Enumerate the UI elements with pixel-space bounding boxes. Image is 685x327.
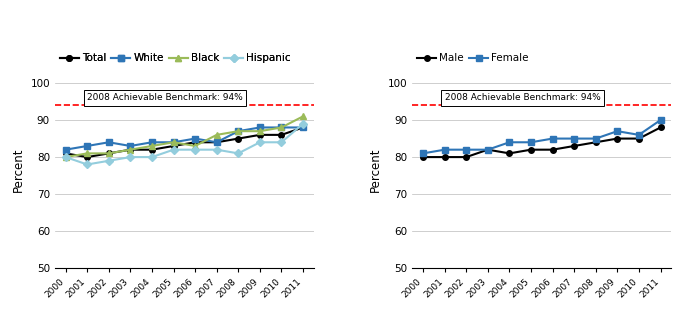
Line: White: White xyxy=(63,125,306,152)
Y-axis label: Percent: Percent xyxy=(12,148,25,192)
White xyxy=(148,140,156,144)
Black xyxy=(126,148,134,152)
Total xyxy=(62,151,70,155)
Line: Female: Female xyxy=(421,117,663,156)
Black xyxy=(212,133,221,137)
Black xyxy=(169,140,177,144)
Male xyxy=(527,148,535,152)
Total xyxy=(256,133,264,137)
White xyxy=(277,126,286,129)
Black xyxy=(62,155,70,159)
Y-axis label: Percent: Percent xyxy=(369,148,382,192)
Male xyxy=(613,137,621,141)
Black xyxy=(234,129,242,133)
Total xyxy=(148,148,156,152)
White xyxy=(83,144,91,148)
Line: Hispanic: Hispanic xyxy=(63,121,306,167)
Black xyxy=(105,151,113,155)
Total xyxy=(234,137,242,141)
Male xyxy=(440,155,449,159)
Black xyxy=(277,126,286,129)
Line: Black: Black xyxy=(63,113,306,160)
Text: 2008 Achievable Benchmark: 94%: 2008 Achievable Benchmark: 94% xyxy=(445,93,600,102)
Female xyxy=(484,148,492,152)
Hispanic xyxy=(234,151,242,155)
White xyxy=(234,129,242,133)
Male xyxy=(484,148,492,152)
Female xyxy=(440,148,449,152)
Total xyxy=(191,140,199,144)
Black xyxy=(148,144,156,148)
Line: Total: Total xyxy=(63,125,306,160)
Hispanic xyxy=(212,148,221,152)
Legend: Total, White, Black, Hispanic: Total, White, Black, Hispanic xyxy=(60,53,291,63)
Female xyxy=(656,118,664,122)
Female xyxy=(613,129,621,133)
White xyxy=(62,148,70,152)
Total xyxy=(277,133,286,137)
Legend: Male, Female: Male, Female xyxy=(417,53,529,63)
Total xyxy=(126,148,134,152)
White xyxy=(191,137,199,141)
White xyxy=(169,140,177,144)
Male xyxy=(549,148,557,152)
Female xyxy=(527,140,535,144)
White xyxy=(105,140,113,144)
Total xyxy=(83,155,91,159)
Female xyxy=(549,137,557,141)
Male xyxy=(656,126,664,129)
White xyxy=(126,144,134,148)
Hispanic xyxy=(148,155,156,159)
Black xyxy=(256,129,264,133)
Female xyxy=(592,137,600,141)
Line: Male: Male xyxy=(421,125,663,160)
Female xyxy=(570,137,578,141)
Female xyxy=(419,151,427,155)
Male xyxy=(592,140,600,144)
White xyxy=(212,140,221,144)
Female xyxy=(506,140,514,144)
Hispanic xyxy=(169,148,177,152)
Black xyxy=(299,114,307,118)
Female xyxy=(635,133,643,137)
Hispanic xyxy=(105,159,113,163)
Hispanic xyxy=(83,163,91,166)
Black xyxy=(191,144,199,148)
Black xyxy=(83,151,91,155)
Female xyxy=(462,148,471,152)
Total xyxy=(299,126,307,129)
Male xyxy=(570,144,578,148)
White xyxy=(256,126,264,129)
Hispanic xyxy=(299,122,307,126)
Hispanic xyxy=(256,140,264,144)
Hispanic xyxy=(126,155,134,159)
Text: 2008 Achievable Benchmark: 94%: 2008 Achievable Benchmark: 94% xyxy=(87,93,243,102)
Total xyxy=(105,151,113,155)
Hispanic xyxy=(191,148,199,152)
Male xyxy=(419,155,427,159)
Male xyxy=(462,155,471,159)
Total xyxy=(212,140,221,144)
Hispanic xyxy=(62,155,70,159)
Hispanic xyxy=(277,140,286,144)
Male xyxy=(506,151,514,155)
White xyxy=(299,126,307,129)
Total xyxy=(169,144,177,148)
Male xyxy=(635,137,643,141)
